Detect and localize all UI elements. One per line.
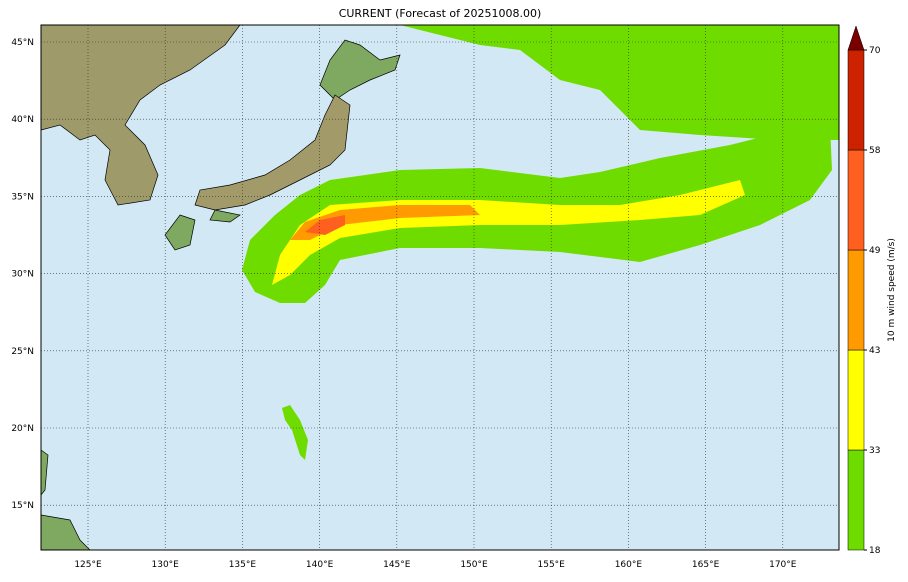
lon-label: 145°E <box>383 560 411 570</box>
lon-label: 135°E <box>229 560 257 570</box>
lon-label: 170°E <box>769 560 797 570</box>
colorbar-tick-label: 58 <box>869 146 881 156</box>
lat-label: 40°N <box>11 115 34 125</box>
colorbar-tick-label: 70 <box>869 46 881 56</box>
title: CURRENT (Forecast of 20251008.00) <box>339 7 542 20</box>
lat-label: 35°N <box>11 192 34 202</box>
colorbar-segment <box>847 349 865 451</box>
lon-label: 150°E <box>460 560 488 570</box>
land <box>40 24 401 551</box>
wind-swath <box>242 25 839 460</box>
lat-label: 20°N <box>11 424 34 434</box>
colorbar-tick-label: 33 <box>869 446 880 456</box>
graticule <box>41 25 839 550</box>
lon-label: 130°E <box>152 560 180 570</box>
map <box>40 24 840 551</box>
colorbar-tick-label: 18 <box>869 546 881 556</box>
colorbar-segment <box>847 149 865 251</box>
lon-label: 155°E <box>538 560 566 570</box>
colorbar-extend <box>847 25 865 51</box>
lon-label: 165°E <box>692 560 720 570</box>
lon-label: 160°E <box>615 560 643 570</box>
lat-label: 15°N <box>11 501 34 511</box>
lat-label: 30°N <box>11 270 34 280</box>
colorbar-tick-label: 49 <box>869 246 881 256</box>
colorbar-tick-label: 43 <box>869 346 880 356</box>
map-frame <box>40 24 840 551</box>
colorbar-segment <box>847 249 865 351</box>
lon-label: 140°E <box>306 560 334 570</box>
lon-label: 125°E <box>74 560 102 570</box>
colorbar-label: 10 m wind speed (m/s) <box>887 238 897 342</box>
colorbar: 18 33 43 49 58 70 <box>847 25 881 556</box>
lat-label: 25°N <box>11 347 34 357</box>
colorbar-segment <box>847 449 865 551</box>
colorbar-segment <box>847 49 865 151</box>
lat-label: 45°N <box>11 38 34 48</box>
